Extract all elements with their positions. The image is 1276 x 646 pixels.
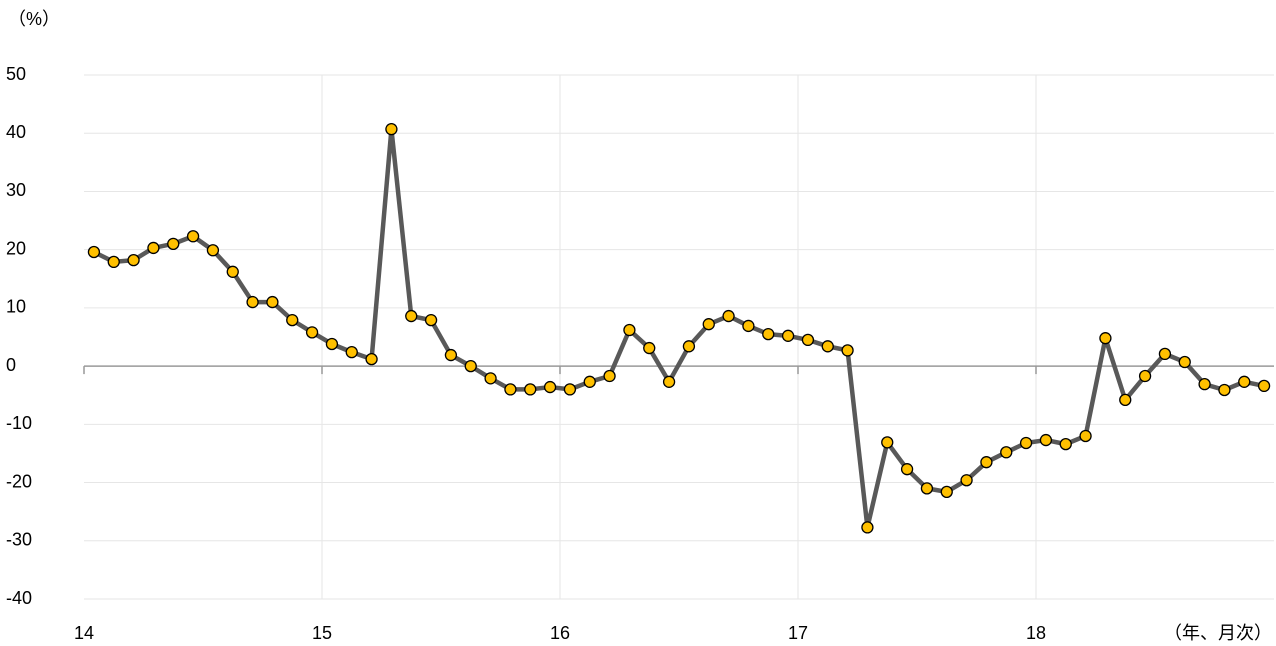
marker	[345, 345, 358, 359]
marker	[186, 230, 200, 243]
marker	[147, 241, 160, 255]
marker	[861, 521, 874, 534]
marker	[1198, 378, 1211, 391]
marker	[881, 436, 894, 449]
marker	[1238, 375, 1251, 388]
marker	[900, 463, 914, 476]
marker	[444, 348, 458, 362]
marker	[1079, 429, 1092, 443]
marker	[1059, 437, 1072, 451]
y-tick-label: -30	[6, 530, 32, 550]
y-tick-label: 40	[6, 122, 26, 142]
marker	[325, 337, 339, 351]
marker	[1138, 369, 1152, 383]
marker	[1000, 446, 1013, 459]
marker	[127, 253, 140, 267]
marker	[424, 313, 438, 327]
marker	[1019, 436, 1033, 450]
y-tick-label: -10	[6, 413, 32, 433]
marker	[504, 383, 517, 396]
marker	[305, 326, 319, 339]
marker	[464, 359, 477, 373]
marker	[167, 237, 180, 250]
x-tick-label: 14	[74, 623, 94, 643]
marker	[722, 309, 735, 323]
marker	[524, 383, 537, 396]
y-tick-label: 0	[6, 355, 16, 375]
marker	[385, 122, 398, 136]
marker	[206, 244, 220, 257]
y-tick-label: 20	[6, 238, 26, 258]
marker	[543, 380, 557, 394]
marker	[643, 341, 656, 355]
marker	[781, 329, 795, 342]
marker	[563, 383, 577, 396]
marker	[1218, 383, 1231, 397]
marker	[960, 474, 973, 487]
marker	[1178, 355, 1191, 369]
marker	[365, 352, 378, 366]
marker	[742, 319, 755, 333]
x-unit-label: （年、月次）	[1164, 623, 1272, 643]
marker	[1039, 433, 1053, 447]
y-tick-label: 50	[6, 64, 26, 84]
marker	[107, 255, 120, 269]
marker	[226, 265, 239, 278]
marker	[841, 344, 854, 357]
marker	[1119, 393, 1132, 407]
y-tick-label: -40	[6, 588, 32, 608]
marker	[405, 309, 418, 323]
marker	[1158, 347, 1172, 361]
marker	[702, 318, 715, 331]
marker	[1257, 379, 1271, 393]
marker	[980, 456, 993, 469]
y-unit-label: （%）	[8, 9, 60, 29]
marker	[940, 485, 953, 499]
marker	[762, 327, 775, 341]
marker	[801, 333, 815, 347]
x-tick-label: 15	[312, 623, 332, 643]
y-tick-label: 10	[6, 297, 26, 317]
marker	[583, 375, 596, 388]
marker	[920, 482, 934, 495]
marker	[87, 245, 101, 259]
marker	[682, 340, 696, 353]
marker	[484, 372, 497, 385]
x-tick-label: 18	[1026, 623, 1046, 643]
x-tick-label: 16	[550, 623, 570, 643]
x-tick-label: 17	[788, 623, 808, 643]
marker	[246, 295, 259, 309]
marker	[1099, 332, 1112, 345]
marker	[821, 340, 834, 353]
marker	[286, 313, 299, 327]
marker	[662, 375, 676, 388]
marker	[603, 369, 616, 383]
line	[92, 126, 1265, 530]
marker	[266, 295, 279, 309]
marker	[623, 323, 636, 337]
y-tick-label: 30	[6, 180, 26, 200]
y-tick-label: -20	[6, 471, 32, 491]
